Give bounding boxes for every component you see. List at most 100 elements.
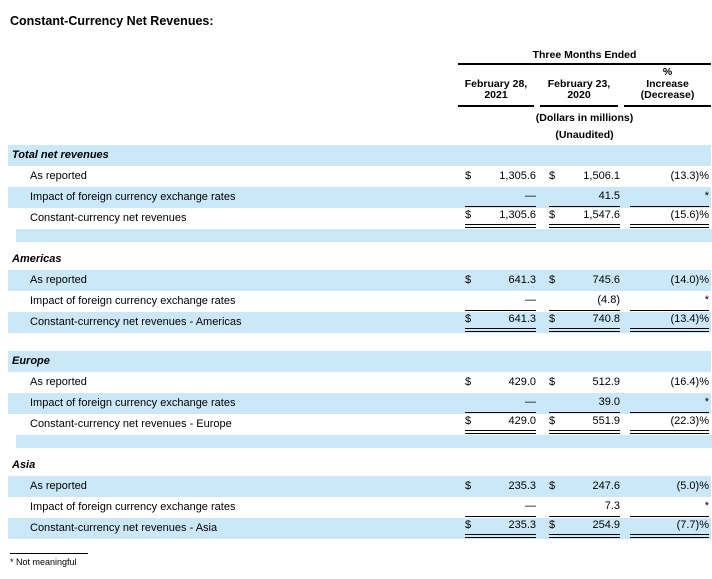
currency-symbol: $ [549,313,556,325]
currency-symbol: $ [465,209,472,221]
currency-symbol: $ [549,209,556,221]
value-2021: — [525,189,536,202]
value-2021: 641.3 [508,313,536,325]
table-row-total: Constant-currency net revenues $1,305.6 … [8,208,711,229]
footnote-not-meaningful: * Not meaningful [10,556,77,567]
row-label: Impact of foreign currency exchange rate… [30,396,236,409]
revenue-table: Total net revenues As reported $1,305.6 … [8,144,712,539]
column-header-pct-increase-decrease: % Increase (Decrease) [624,66,711,107]
value-2020: 551.9 [592,415,620,427]
column-header-feb-28-2021: February 28, 2021 [458,77,534,107]
value-pct-change: (13.4)% [670,313,709,325]
table-row-total: Constant-currency net revenues - America… [8,311,711,333]
value-2020: 247.6 [592,479,620,492]
value-2020: 1,547.6 [583,209,620,221]
row-label: Constant-currency net revenues - Europe [30,417,232,430]
value-pct-change: (16.4)% [670,375,709,388]
section-title: Asia [12,458,36,471]
currency-symbol: $ [465,169,472,182]
value-2021: — [525,395,536,408]
section-spacer [16,434,712,455]
section-header-total-net-revenues: Total net revenues [8,144,711,166]
value-2020: 254.9 [592,519,620,531]
row-label: Constant-currency net revenues [30,211,187,224]
value-2020: 41.5 [598,189,620,202]
currency-symbol: $ [549,375,556,388]
value-2020: 7.3 [604,499,620,512]
value-2021: 641.3 [508,273,536,286]
row-label: Impact of foreign currency exchange rate… [30,294,236,307]
value-2020: (4.8) [597,293,620,306]
value-2021: 1,305.6 [499,209,536,221]
currency-symbol: $ [465,415,472,427]
table-row: Impact of foreign currency exchange rate… [8,497,711,518]
row-label: As reported [30,479,87,492]
value-pct-change: (13.3)% [670,169,709,182]
value-pct-change: (14.0)% [670,273,709,286]
table-row: As reported $1,305.6 $1,506.1 (13.3)% [8,166,711,187]
row-label: As reported [30,375,87,388]
value-pct-change: * [704,499,709,512]
value-2021: — [525,499,536,512]
value-pct-change: * [704,189,709,202]
value-pct-change: (5.0)% [676,479,709,492]
row-label: As reported [30,273,87,286]
value-pct-change: * [704,395,709,408]
table-header: Three Months Ended February 28, 2021 Feb… [8,49,711,141]
value-2020: 39.0 [598,395,620,408]
value-2020: 745.6 [592,273,620,286]
page-title: Constant-Currency Net Revenues: [10,14,214,28]
currency-symbol: $ [549,479,556,492]
table-row: As reported $641.3 $745.6 (14.0)% [8,269,711,291]
unaudited-note: (Unaudited) [555,128,614,141]
value-pct-change: (15.6)% [670,209,709,221]
value-2020: 1,506.1 [583,169,620,182]
section-header-americas: Americas [8,249,711,270]
currency-symbol: $ [549,273,556,286]
value-pct-change: (7.7)% [676,519,709,531]
column-header-line: Increase [646,77,689,90]
row-label: Constant-currency net revenues - America… [30,315,242,328]
group-header-three-months-ended: Three Months Ended [458,49,711,65]
value-2021: 235.3 [508,479,536,492]
row-label: Impact of foreign currency exchange rate… [30,500,236,513]
table-row: Impact of foreign currency exchange rate… [8,392,711,414]
value-2020: 512.9 [592,375,620,388]
currency-symbol: $ [465,375,472,388]
column-header-line: February 23, [547,77,611,90]
section-header-europe: Europe [8,350,711,372]
table-row: Impact of foreign currency exchange rate… [8,291,711,312]
row-label: Constant-currency net revenues - Asia [30,521,218,534]
column-header-line: 2020 [567,89,591,101]
value-pct-change: * [704,293,709,306]
table-row: As reported $235.3 $247.6 (5.0)% [8,475,711,497]
value-2021: — [525,293,536,306]
column-header-feb-23-2020: February 23, 2020 [540,77,618,107]
value-pct-change: (22.3)% [670,415,709,427]
currency-symbol: $ [549,169,556,182]
section-spacer [16,333,712,351]
row-label: Impact of foreign currency exchange rate… [30,190,236,203]
dollars-in-millions-note: (Dollars in millions) [535,111,634,124]
column-header-line: % [662,66,673,78]
section-title: Total net revenues [12,148,109,161]
value-2020: 740.8 [592,313,620,325]
value-2021: 235.3 [508,519,536,531]
table-row-total: Constant-currency net revenues - Europe … [8,414,711,435]
value-2021: 1,305.6 [499,169,536,182]
table-row: As reported $429.0 $512.9 (16.4)% [8,372,711,393]
currency-symbol: $ [465,479,472,492]
section-title: Americas [12,252,62,265]
currency-symbol: $ [549,519,556,531]
table-row-total: Constant-currency net revenues - Asia $2… [8,517,711,539]
section-title: Europe [12,354,50,367]
value-2021: 429.0 [508,415,536,427]
currency-symbol: $ [465,273,472,286]
row-label: As reported [30,169,87,182]
column-header-line: (Decrease) [640,89,695,101]
column-header-line: February 28, [464,77,528,90]
section-spacer [16,228,712,249]
column-header-line: 2021 [484,89,508,101]
currency-symbol: $ [465,519,472,531]
